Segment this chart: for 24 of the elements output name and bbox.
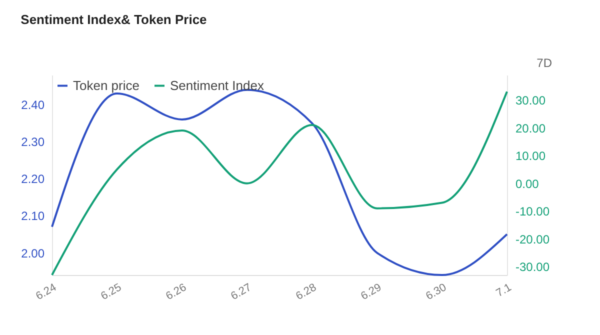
y2-tick-label: 0.00 xyxy=(516,176,540,191)
y-tick-label: 2.10 xyxy=(21,209,45,224)
y2-tick-label: 20.00 xyxy=(516,121,546,136)
legend-label: Token price xyxy=(73,78,140,93)
x-tick-label: 6.28 xyxy=(294,282,318,303)
y2-tick-label: -20.00 xyxy=(516,232,550,246)
legend-label: Sentiment Index xyxy=(170,78,264,93)
x-tick-label: 6.29 xyxy=(358,282,384,303)
y2-tick-label: 10.00 xyxy=(516,149,546,164)
text: 7D xyxy=(536,56,552,70)
x-tick-label: 6.27 xyxy=(228,282,254,303)
y-tick-label: 2.20 xyxy=(21,172,45,186)
y2-tick-label: 30.00 xyxy=(516,94,546,108)
y-tick-label: 2.00 xyxy=(21,246,45,260)
x-tick-label: 6.25 xyxy=(98,282,124,303)
y2-tick-label: -10.00 xyxy=(516,204,550,219)
y-tick-label: 2.30 xyxy=(21,135,45,150)
chart-title: Sentiment Index& Token Price xyxy=(20,12,207,27)
y2-tick-label: -30.00 xyxy=(516,260,550,274)
x-tick-label: 6.26 xyxy=(164,282,188,303)
x-tick-label: 6.24 xyxy=(34,282,58,303)
y-tick-label: 2.40 xyxy=(21,98,45,112)
x-tick-label: 7.1 xyxy=(494,282,514,300)
x-tick-label: 6.30 xyxy=(424,282,448,303)
